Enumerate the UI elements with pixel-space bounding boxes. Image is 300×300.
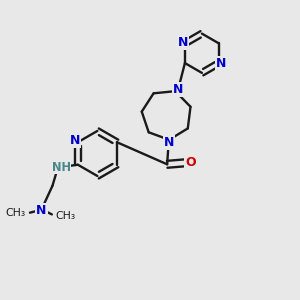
Text: O: O	[185, 156, 196, 169]
Text: N: N	[70, 134, 80, 147]
Text: N: N	[164, 136, 174, 149]
Text: N: N	[177, 36, 188, 49]
Text: N: N	[173, 83, 183, 96]
Text: N: N	[36, 204, 47, 217]
Text: NH: NH	[52, 160, 70, 173]
Text: CH₃: CH₃	[5, 208, 26, 218]
Text: CH₃: CH₃	[55, 211, 76, 221]
Text: N: N	[216, 57, 226, 70]
